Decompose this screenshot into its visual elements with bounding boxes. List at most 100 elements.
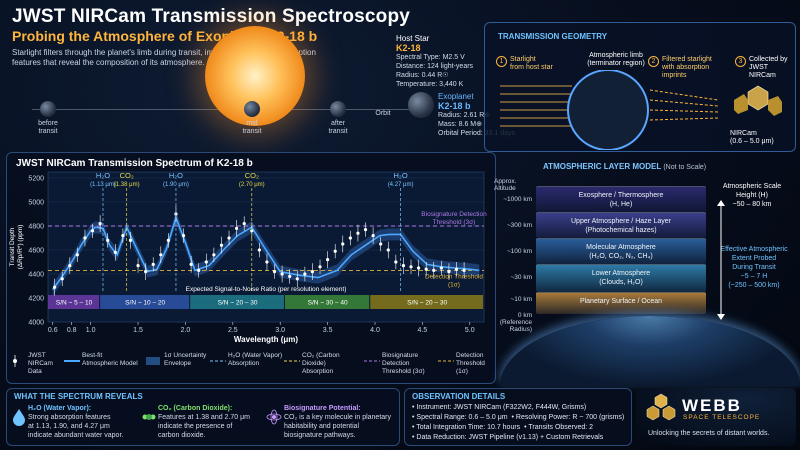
data-point [371,234,375,238]
feature-label: CO₂ [245,171,259,180]
webb-logo-icon [646,393,676,421]
layer-band-sub: (H₂O, CO₂, N₂, CH₄) [589,253,653,260]
layer-band-sub: (Clouds, H₂O) [599,279,643,286]
step-2-badge: 2 [648,56,659,67]
geometry-title: TRANSMISSION GEOMETRY [498,32,608,41]
limb-label: Atmospheric limb (terminator region) [587,52,645,67]
y-tick-label: 4400 [28,272,44,279]
obs-row-time: • Total Integration Time: 10.7 hours • T… [412,424,594,431]
layer-model-title: ATMOSPHERIC LAYER MODEL (Not to Scale) [543,162,706,171]
threshold-label: Threshold (3σ) [433,219,476,226]
reveal-h2o-body: Strong absorption features at 1.13, 1.90… [28,414,124,439]
host-star-temperature: Temperature: 3,440 K [396,81,464,88]
data-point [53,285,57,289]
data-point [83,236,87,240]
obs-time: Total Integration Time: 10.7 hours [416,424,521,431]
snr-band [100,295,190,309]
snr-band-label: S/N ~ 5 – 10 [56,300,93,307]
filtered-rays [649,89,719,121]
reveal-co2-head: CO₂ (Carbon Dioxide): [158,405,233,412]
geometry-illustration [500,70,782,150]
data-point [197,268,201,272]
legend-swatch-model [64,354,80,373]
x-tick-label: 2.5 [228,327,238,334]
legend-text-h2o: H₂O (Water Vapor) Absorption [228,352,283,367]
exoplanet-heading: Exoplanet [438,92,474,101]
legend-swatch-band [146,354,160,373]
snr-band [284,295,370,309]
obs-instrument: Instrument: JWST NIRCam (F322W2, F444W, … [416,404,587,411]
legend-text-model: Best-fit Atmospheric Model [82,352,138,367]
data-point [212,253,216,257]
planet-horizon-image [500,316,800,386]
data-point [159,253,163,257]
uncertainty-envelope [52,211,480,296]
altitude-tick-label: ~300 km [506,222,532,229]
x-tick-label: 4.0 [370,327,380,334]
data-point [318,265,322,269]
starlight-rays [500,85,572,127]
legend-text-det: Detection Threshold (1σ) [456,352,485,375]
data-point [310,270,315,274]
feature-sub: (2.70 μm) [239,182,265,188]
legend-swatch-bio [364,354,380,373]
data-point [356,231,360,235]
legend-swatch-co2 [284,354,300,373]
observation-list: • Instrument: JWST NIRCam (F322W2, F444W… [412,403,630,443]
feature-sub: (1.38 μm) [114,182,140,188]
data-point [462,268,466,272]
data-point [90,229,95,233]
layer-band: Lower Atmosphere (Clouds, H₂O) [536,264,706,292]
data-point [128,238,133,242]
y-axis-label-line: Transit Depth [9,227,16,266]
snr-band [190,295,284,309]
obs-row-reduction: • Data Reduction: JWST Pipeline (v1.13) … [412,434,604,441]
transit-label-before: before transit [38,120,58,135]
extent-arrow [717,200,725,320]
reveal-co2-body: Features at 1.38 and 2.70 μm indicate th… [158,414,250,439]
nircam-label: NIRCam (0.6 – 5.0 μm) [730,130,774,145]
step-1-text: Starlight from host star [510,56,553,71]
feature-label: H₂O [96,171,110,180]
data-point [113,250,117,254]
step-3-text: Collected by JWST NIRCam [749,56,788,79]
data-point [424,267,428,271]
y-tick-label: 5200 [28,176,44,183]
data-point [242,222,246,226]
layer-band: Planetary Surface / Ocean [536,292,706,314]
snr-band-label: S/N ~ 30 – 40 [308,300,348,307]
host-star-distance: Distance: 124 light-years [396,63,474,70]
water-drop-icon [13,409,25,426]
y-tick-label: 4000 [28,320,44,327]
data-point [272,270,277,274]
chart-legend: JWST NIRCam Data Best-fit Atmospheric Mod… [10,352,492,382]
data-point [181,234,186,238]
exoplanet-image [408,92,434,118]
data-point [136,264,140,268]
step-2-text: Filtered starlight with absorption impri… [662,56,712,79]
data-point [144,270,148,274]
transit-label-after: after transit [328,120,348,135]
y-tick-label: 4600 [28,248,44,255]
molecule-icon [142,414,156,420]
snr-band-label: S/N ~ 10 – 20 [125,300,165,307]
planet-limb-icon [567,70,649,150]
data-point [68,264,72,268]
altitude-tick-label: ~10 km [510,296,533,303]
reveal-bio-body: CO₂ is a key molecule in planetary habit… [284,414,391,439]
x-tick-label: 3.0 [275,327,285,334]
data-point [303,272,307,276]
x-tick-label: 1.0 [86,327,96,334]
data-point [189,262,193,266]
intro-text: Starlight filters through the planet's l… [12,48,316,67]
reveals-panel [6,388,400,446]
data-point [227,236,231,240]
exoplanet-mass: Mass: 8.6 M⊕ [438,121,482,128]
threshold-label: Detection Threshold [425,273,483,280]
data-point [288,274,292,278]
data-point [204,260,208,264]
layer-band-name: Molecular Atmosphere [586,244,656,251]
legend-swatch-det [438,354,454,373]
snr-title: Expected Signal-to-Noise Ratio (per reso… [186,286,347,293]
data-point [409,265,413,269]
